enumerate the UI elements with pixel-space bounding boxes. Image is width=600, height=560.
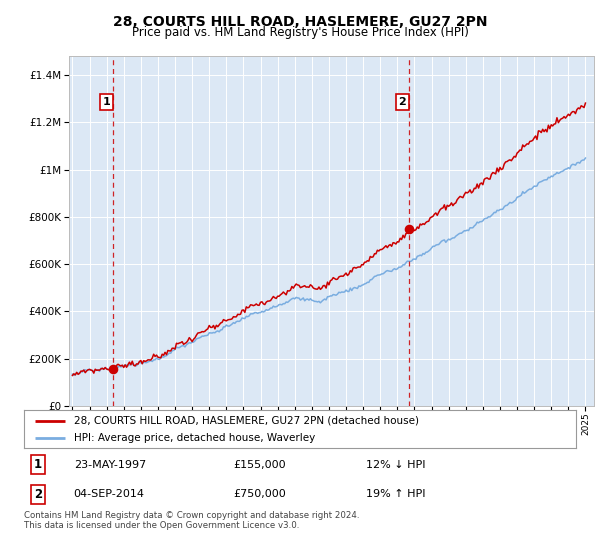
Text: 2: 2 (398, 97, 406, 107)
Point (404, 224, 413, 233)
Text: 1: 1 (34, 458, 42, 472)
Text: 04-SEP-2014: 04-SEP-2014 (74, 489, 145, 500)
Text: 1: 1 (103, 97, 110, 107)
Text: 2: 2 (34, 488, 42, 501)
Point (109, 365, 118, 374)
Text: 28, COURTS HILL ROAD, HASLEMERE, GU27 2PN: 28, COURTS HILL ROAD, HASLEMERE, GU27 2P… (113, 15, 487, 29)
Text: 19% ↑ HPI: 19% ↑ HPI (366, 489, 426, 500)
Text: Contains HM Land Registry data © Crown copyright and database right 2024.
This d: Contains HM Land Registry data © Crown c… (24, 511, 359, 530)
Text: Price paid vs. HM Land Registry's House Price Index (HPI): Price paid vs. HM Land Registry's House … (131, 26, 469, 39)
Text: HPI: Average price, detached house, Waverley: HPI: Average price, detached house, Wave… (74, 433, 315, 444)
Text: 12% ↓ HPI: 12% ↓ HPI (366, 460, 426, 470)
Text: £155,000: £155,000 (234, 460, 286, 470)
Text: 23-MAY-1997: 23-MAY-1997 (74, 460, 146, 470)
Text: £750,000: £750,000 (234, 489, 287, 500)
Text: 28, COURTS HILL ROAD, HASLEMERE, GU27 2PN (detached house): 28, COURTS HILL ROAD, HASLEMERE, GU27 2P… (74, 416, 419, 426)
